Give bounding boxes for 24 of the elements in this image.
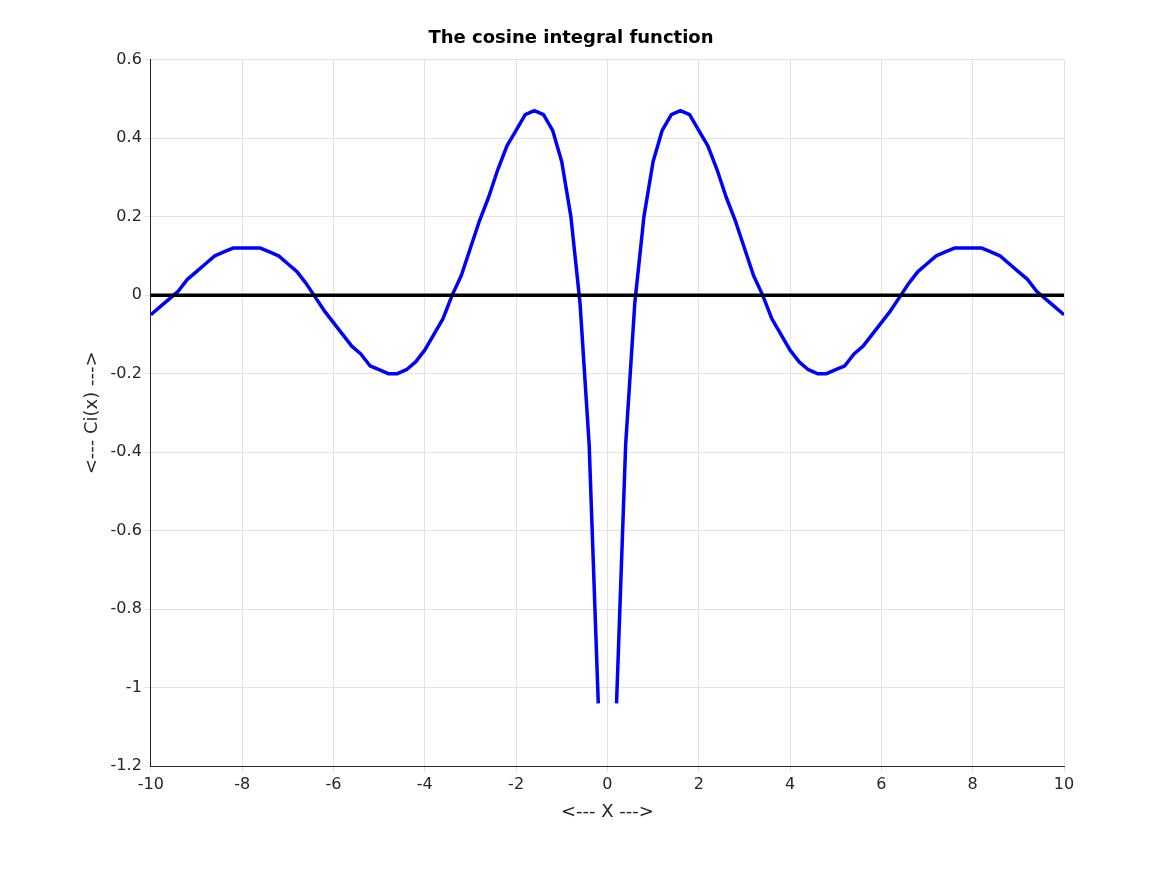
y-tick-label: 0.2 xyxy=(116,205,142,225)
y-tick-label: -0.6 xyxy=(110,519,142,539)
x-tick-label: 4 xyxy=(784,773,796,793)
x-tick-label: -2 xyxy=(508,773,525,793)
x-tick-label: -8 xyxy=(234,773,251,793)
x-tick-label: -6 xyxy=(325,773,342,793)
y-tick-label: -0.2 xyxy=(110,362,142,382)
y-tick-label: 0.4 xyxy=(116,127,142,147)
x-axis-title: <--- X ---> xyxy=(560,799,654,821)
x-tick-label: -10 xyxy=(137,773,164,793)
y-axis-title: <--- Ci(x) ---> xyxy=(80,351,102,475)
y-tick-label: 0.6 xyxy=(116,48,142,68)
y-tick-label: -1.2 xyxy=(110,755,142,775)
x-tick-label: 10 xyxy=(1053,773,1075,793)
chart-title: The cosine integral function xyxy=(428,26,714,48)
x-tick-label: 0 xyxy=(602,773,613,793)
y-tick-label: 0 xyxy=(131,284,142,304)
x-tick-label: -4 xyxy=(416,773,433,793)
x-tick-label: 8 xyxy=(967,773,978,793)
x-tick-label: 2 xyxy=(693,773,704,793)
y-tick-label: -1 xyxy=(125,676,142,696)
x-tick-label: 6 xyxy=(876,773,887,793)
y-tick-label: -0.4 xyxy=(110,441,142,461)
y-tick-label: -0.8 xyxy=(110,598,142,618)
